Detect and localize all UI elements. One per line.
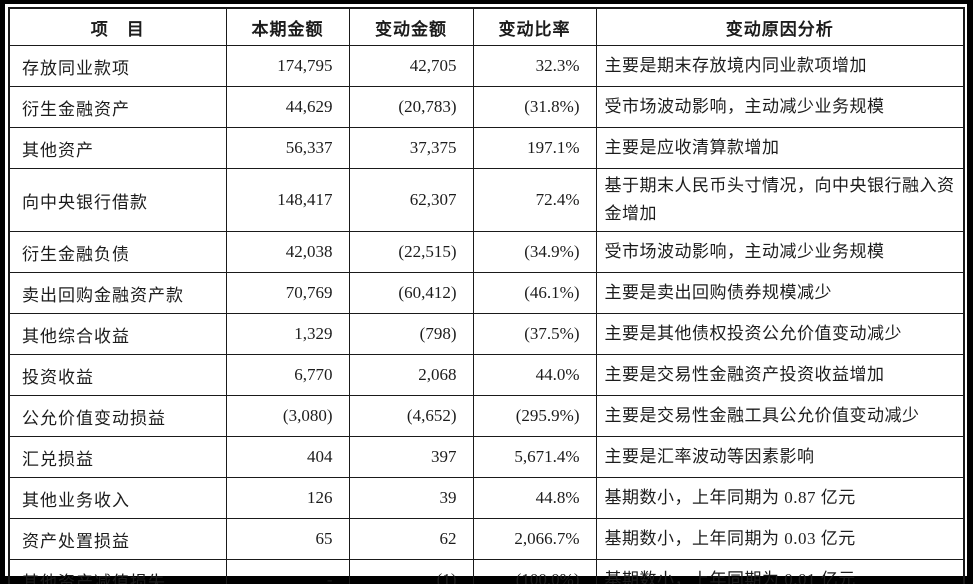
cell-reason: 主要是期末存放境内同业款项增加 <box>595 45 965 87</box>
cell-amount: 404 <box>225 436 350 478</box>
cell-amount: 42,038 <box>225 231 350 273</box>
table-row: 其他资产减值损失 - (1) (100.0%) 基期数小，上年同期为 0.01 … <box>8 559 965 584</box>
column-header-reason: 变动原因分析 <box>595 7 965 46</box>
cell-item: 汇兑损益 <box>8 436 227 478</box>
cell-change: 37,375 <box>348 127 474 169</box>
cell-item: 投资收益 <box>8 354 227 396</box>
cell-amount: 126 <box>225 477 350 519</box>
cell-item: 存放同业款项 <box>8 45 227 87</box>
cell-reason: 主要是交易性金融资产投资收益增加 <box>595 354 965 396</box>
cell-amount: 6,770 <box>225 354 350 396</box>
cell-reason: 主要是汇率波动等因素影响 <box>595 436 965 478</box>
cell-reason: 基于期末人民币头寸情况，向中央银行融入资金增加 <box>595 168 965 232</box>
cell-change: 39 <box>348 477 474 519</box>
cell-amount: 70,769 <box>225 272 350 314</box>
cell-change: 397 <box>348 436 474 478</box>
table-row: 衍生金融负债 42,038 (22,515) (34.9%) 受市场波动影响，主… <box>8 231 965 273</box>
document-page: 项 目 本期金额 变动金额 变动比率 变动原因分析 存放同业款项 174,795… <box>5 4 967 584</box>
cell-item: 衍生金融资产 <box>8 86 227 128</box>
column-header-item: 项 目 <box>8 7 227 46</box>
cell-reason: 主要是应收清算款增加 <box>595 127 965 169</box>
table-row: 其他业务收入 126 39 44.8% 基期数小，上年同期为 0.87 亿元 <box>8 477 965 519</box>
table-header-row: 项 目 本期金额 变动金额 变动比率 变动原因分析 <box>8 7 965 46</box>
cell-item: 资产处置损益 <box>8 518 227 560</box>
table-row: 其他资产 56,337 37,375 197.1% 主要是应收清算款增加 <box>8 127 965 169</box>
cell-reason: 主要是卖出回购债券规模减少 <box>595 272 965 314</box>
table-row: 资产处置损益 65 62 2,066.7% 基期数小，上年同期为 0.03 亿元 <box>8 518 965 560</box>
cell-ratio: 72.4% <box>472 168 597 232</box>
cell-ratio: (31.8%) <box>472 86 597 128</box>
table-row: 其他综合收益 1,329 (798) (37.5%) 主要是其他债权投资公允价值… <box>8 313 965 355</box>
cell-change: (20,783) <box>348 86 474 128</box>
table-row: 投资收益 6,770 2,068 44.0% 主要是交易性金融资产投资收益增加 <box>8 354 965 396</box>
cell-amount: 44,629 <box>225 86 350 128</box>
table-row: 卖出回购金融资产款 70,769 (60,412) (46.1%) 主要是卖出回… <box>8 272 965 314</box>
cell-ratio: 32.3% <box>472 45 597 87</box>
table-row: 汇兑损益 404 397 5,671.4% 主要是汇率波动等因素影响 <box>8 436 965 478</box>
cell-ratio: (34.9%) <box>472 231 597 273</box>
cell-change: (60,412) <box>348 272 474 314</box>
cell-item: 向中央银行借款 <box>8 168 227 232</box>
column-header-amount: 本期金额 <box>225 7 350 46</box>
cell-reason: 受市场波动影响，主动减少业务规模 <box>595 86 965 128</box>
cell-amount: - <box>225 559 350 584</box>
table-row: 向中央银行借款 148,417 62,307 72.4% 基于期末人民币头寸情况… <box>8 168 965 232</box>
cell-amount: 65 <box>225 518 350 560</box>
cell-change: 2,068 <box>348 354 474 396</box>
cell-item: 公允价值变动损益 <box>8 395 227 437</box>
cell-change: (4,652) <box>348 395 474 437</box>
change-analysis-table: 项 目 本期金额 变动金额 变动比率 变动原因分析 存放同业款项 174,795… <box>8 7 965 584</box>
cell-change: 62,307 <box>348 168 474 232</box>
cell-ratio: 197.1% <box>472 127 597 169</box>
cell-amount: 174,795 <box>225 45 350 87</box>
cell-reason: 主要是交易性金融工具公允价值变动减少 <box>595 395 965 437</box>
cell-item: 其他资产减值损失 <box>8 559 227 584</box>
cell-change: 42,705 <box>348 45 474 87</box>
cell-ratio: 2,066.7% <box>472 518 597 560</box>
cell-change: (798) <box>348 313 474 355</box>
cell-ratio: (37.5%) <box>472 313 597 355</box>
cell-ratio: 44.8% <box>472 477 597 519</box>
cell-amount: 1,329 <box>225 313 350 355</box>
cell-reason: 受市场波动影响，主动减少业务规模 <box>595 231 965 273</box>
cell-ratio: (46.1%) <box>472 272 597 314</box>
cell-ratio: (100.0%) <box>472 559 597 584</box>
cell-change: 62 <box>348 518 474 560</box>
cell-ratio: (295.9%) <box>472 395 597 437</box>
cell-ratio: 5,671.4% <box>472 436 597 478</box>
table-row: 公允价值变动损益 (3,080) (4,652) (295.9%) 主要是交易性… <box>8 395 965 437</box>
table-row: 存放同业款项 174,795 42,705 32.3% 主要是期末存放境内同业款… <box>8 45 965 87</box>
cell-reason: 基期数小，上年同期为 0.87 亿元 <box>595 477 965 519</box>
column-header-ratio: 变动比率 <box>472 7 597 46</box>
cell-item: 其他业务收入 <box>8 477 227 519</box>
cell-reason: 基期数小，上年同期为 0.01 亿元 <box>595 559 965 584</box>
cell-item: 其他资产 <box>8 127 227 169</box>
cell-change: (1) <box>348 559 474 584</box>
cell-item: 衍生金融负债 <box>8 231 227 273</box>
cell-amount: (3,080) <box>225 395 350 437</box>
cell-reason: 主要是其他债权投资公允价值变动减少 <box>595 313 965 355</box>
cell-item: 卖出回购金融资产款 <box>8 272 227 314</box>
cell-item: 其他综合收益 <box>8 313 227 355</box>
cell-change: (22,515) <box>348 231 474 273</box>
cell-reason: 基期数小，上年同期为 0.03 亿元 <box>595 518 965 560</box>
cell-amount: 148,417 <box>225 168 350 232</box>
column-header-change: 变动金额 <box>348 7 474 46</box>
cell-amount: 56,337 <box>225 127 350 169</box>
table-row: 衍生金融资产 44,629 (20,783) (31.8%) 受市场波动影响，主… <box>8 86 965 128</box>
cell-ratio: 44.0% <box>472 354 597 396</box>
